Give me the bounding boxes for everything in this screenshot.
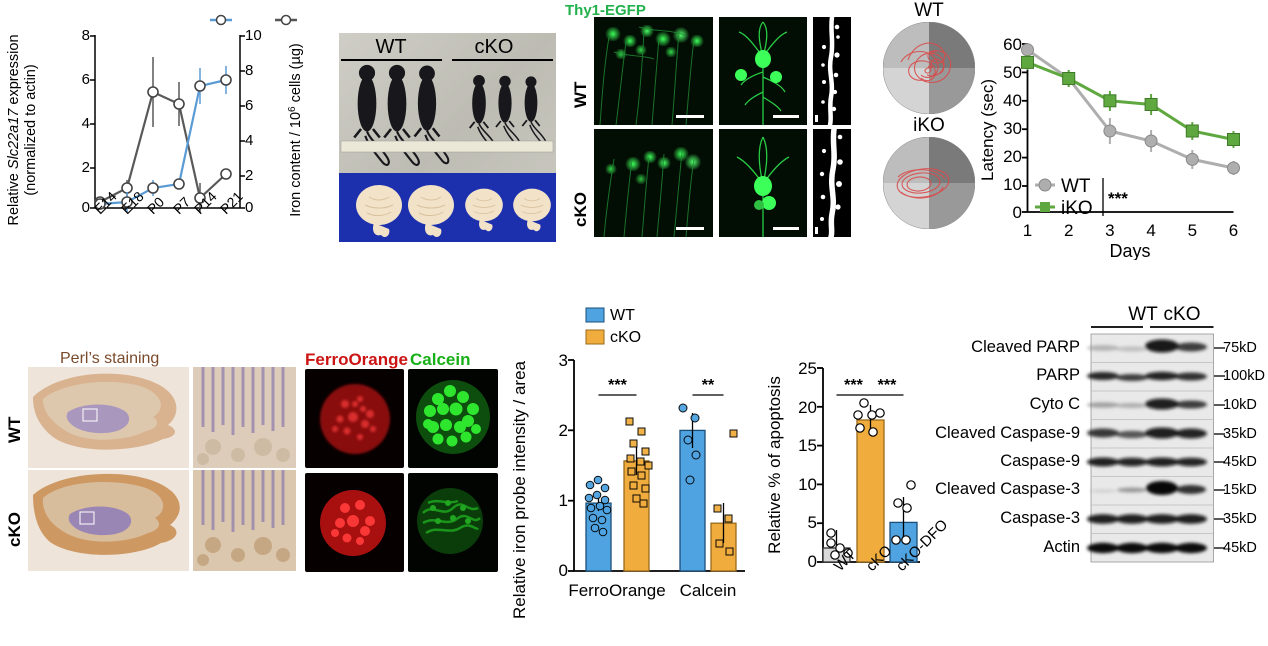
svg-text:iKO: iKO xyxy=(1061,198,1093,219)
svg-text:P7: P7 xyxy=(170,194,194,218)
svg-text:15kD: 15kD xyxy=(1223,482,1257,498)
svg-text:2: 2 xyxy=(245,167,253,184)
svg-text:60: 60 xyxy=(1003,35,1022,54)
svg-text:Iron content / 106 cells (µg): Iron content / 106 cells (µg) xyxy=(287,43,304,217)
svg-text:Cyto C: Cyto C xyxy=(1030,395,1081,413)
svg-text:Caspase-9: Caspase-9 xyxy=(1000,452,1080,470)
svg-text:(normalized to actin): (normalized to actin) xyxy=(23,64,39,195)
svg-text:5: 5 xyxy=(808,513,817,532)
svg-text:100kD: 100kD xyxy=(1223,368,1265,384)
svg-text:WT: WT xyxy=(1061,176,1091,197)
svg-text:Caspase-3: Caspase-3 xyxy=(1000,509,1080,527)
svg-text:PARP: PARP xyxy=(1036,366,1080,384)
svg-text:cKO: cKO xyxy=(1164,304,1201,325)
svg-text:8: 8 xyxy=(245,62,253,79)
svg-text:2: 2 xyxy=(559,421,568,440)
svg-text:25: 25 xyxy=(798,359,817,378)
svg-text:8: 8 xyxy=(82,27,90,44)
svg-text:Latency (sec): Latency (sec) xyxy=(978,79,997,181)
svg-text:Relative % of apoptosis: Relative % of apoptosis xyxy=(765,376,784,554)
svg-text:1: 1 xyxy=(1023,221,1032,240)
svg-text:cKO: cKO xyxy=(610,329,641,346)
svg-text:2: 2 xyxy=(82,159,90,176)
svg-text:10: 10 xyxy=(1003,175,1022,194)
svg-text:Days: Days xyxy=(1109,241,1150,260)
svg-text:0: 0 xyxy=(559,561,568,580)
svg-text:**: ** xyxy=(702,377,715,394)
svg-text:Cleaved Caspase-3: Cleaved Caspase-3 xyxy=(935,480,1080,498)
svg-text:1: 1 xyxy=(559,491,568,510)
svg-text:35kD: 35kD xyxy=(1223,511,1257,527)
svg-text:***: *** xyxy=(608,377,627,394)
svg-text:0: 0 xyxy=(1013,203,1022,222)
svg-text:***: *** xyxy=(844,377,863,394)
svg-text:P0: P0 xyxy=(144,194,168,218)
svg-text:5: 5 xyxy=(1188,221,1197,240)
svg-text:45kD: 45kD xyxy=(1223,454,1257,470)
svg-text:***: *** xyxy=(1108,189,1128,208)
svg-text:6: 6 xyxy=(245,97,253,114)
svg-text:50: 50 xyxy=(1003,63,1022,82)
svg-text:10: 10 xyxy=(245,27,262,44)
svg-text:Relative iron probe intensity: Relative iron probe intensity / area xyxy=(510,360,529,619)
svg-text:Cleaved Caspase-9: Cleaved Caspase-9 xyxy=(935,424,1080,442)
svg-text:20: 20 xyxy=(798,398,817,417)
svg-text:40: 40 xyxy=(1003,91,1022,110)
svg-text:P14: P14 xyxy=(191,188,220,217)
svg-text:2: 2 xyxy=(1064,221,1073,240)
svg-text:20: 20 xyxy=(1003,147,1022,166)
svg-text:0: 0 xyxy=(808,552,817,571)
svg-text:WT: WT xyxy=(610,307,635,324)
svg-text:WT: WT xyxy=(1128,304,1158,325)
svg-text:15: 15 xyxy=(798,436,817,455)
svg-text:30: 30 xyxy=(1003,119,1022,138)
svg-text:45kD: 45kD xyxy=(1223,540,1257,556)
svg-text:Relative Slc22a17 expression: Relative Slc22a17 expression xyxy=(6,34,22,225)
svg-text:4: 4 xyxy=(82,115,90,132)
svg-text:0: 0 xyxy=(245,199,253,216)
svg-text:cKO: cKO xyxy=(475,36,514,58)
svg-text:4: 4 xyxy=(1146,221,1155,240)
svg-text:35kD: 35kD xyxy=(1223,426,1257,442)
svg-text:FerroOrange: FerroOrange xyxy=(568,581,665,600)
svg-text:WT: WT xyxy=(375,36,406,58)
svg-text:6: 6 xyxy=(1229,221,1238,240)
svg-text:P21: P21 xyxy=(217,188,246,217)
svg-text:0: 0 xyxy=(82,199,90,216)
svg-text:3: 3 xyxy=(1105,221,1114,240)
svg-text:Cleaved PARP: Cleaved PARP xyxy=(971,338,1080,356)
svg-text:10kD: 10kD xyxy=(1223,397,1257,413)
svg-text:Actin: Actin xyxy=(1043,538,1080,556)
svg-text:6: 6 xyxy=(82,71,90,88)
svg-text:3: 3 xyxy=(559,351,568,370)
svg-text:10: 10 xyxy=(798,475,817,494)
svg-text:75kD: 75kD xyxy=(1223,340,1257,356)
svg-text:***: *** xyxy=(878,377,897,394)
svg-text:Calcein: Calcein xyxy=(680,581,737,600)
svg-text:4: 4 xyxy=(245,132,253,149)
